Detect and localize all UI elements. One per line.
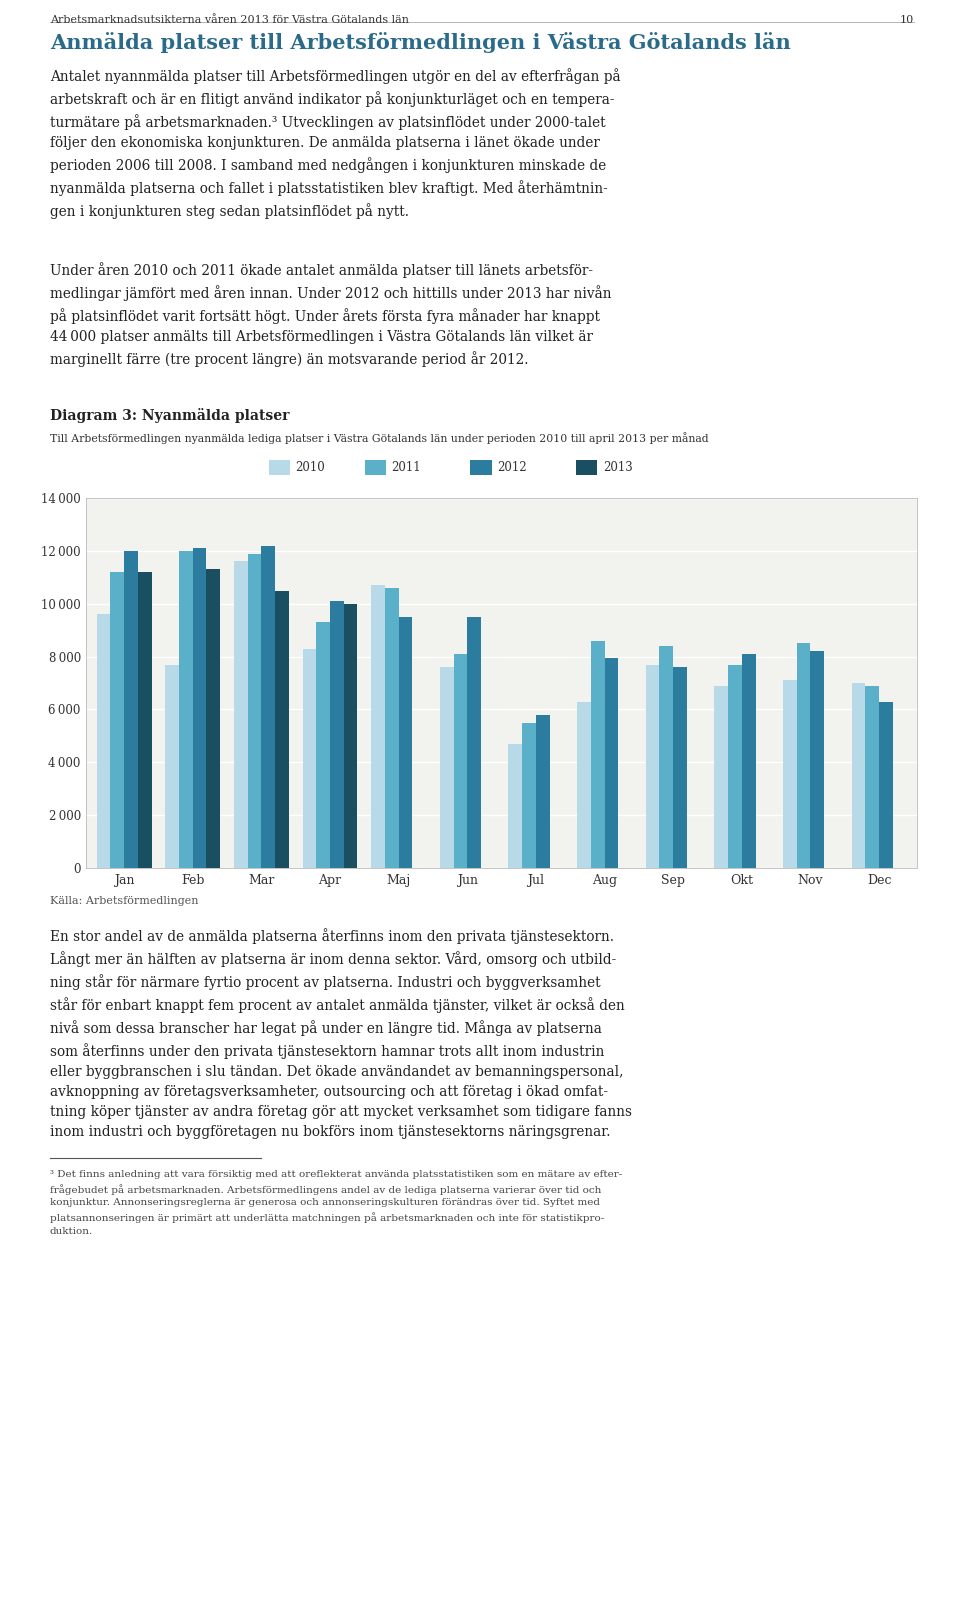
Text: En stor andel av de anmälda platserna återfinns inom den privata tjänstesektorn.: En stor andel av de anmälda platserna åt…	[50, 928, 632, 1139]
Text: ³ Det finns anledning att vara försiktig med att oreflekterat använda platsstati: ³ Det finns anledning att vara försiktig…	[50, 1170, 622, 1236]
Bar	[810, 651, 824, 868]
Bar	[728, 664, 742, 868]
Bar	[234, 561, 248, 868]
Bar	[248, 554, 261, 868]
Bar	[398, 617, 413, 868]
Text: Antalet nyannmälda platser till Arbetsförmedlingen utgör en del av efterfrågan p: Antalet nyannmälda platser till Arbetsfö…	[50, 68, 620, 218]
Text: Diagram 3: Nyanmälda platser: Diagram 3: Nyanmälda platser	[50, 407, 289, 423]
Bar	[124, 551, 138, 868]
Text: 2012: 2012	[497, 461, 527, 473]
Bar	[865, 685, 879, 868]
Text: 2011: 2011	[392, 461, 421, 473]
Bar	[165, 664, 180, 868]
Bar	[577, 701, 590, 868]
Bar	[440, 667, 453, 868]
Bar	[742, 654, 756, 868]
Text: Källa: Arbetsförmedlingen: Källa: Arbetsförmedlingen	[50, 895, 199, 907]
Bar	[852, 684, 865, 868]
Bar	[180, 551, 193, 868]
Bar	[330, 601, 344, 868]
Bar	[276, 590, 289, 868]
Text: 2013: 2013	[603, 461, 633, 473]
Text: Anmälda platser till Arbetsförmedlingen i Västra Götalands län: Anmälda platser till Arbetsförmedlingen …	[50, 32, 791, 53]
Text: Arbetsmarknadsutsikterna våren 2013 för Västra Götalands län: Arbetsmarknadsutsikterna våren 2013 för …	[50, 15, 409, 24]
Bar	[385, 588, 398, 868]
Bar	[536, 714, 550, 868]
Bar	[302, 648, 316, 868]
Bar	[522, 722, 536, 868]
Bar	[206, 569, 220, 868]
Bar	[193, 548, 206, 868]
Bar	[797, 643, 810, 868]
Bar	[468, 617, 481, 868]
Bar	[660, 646, 673, 868]
Bar	[138, 572, 152, 868]
Bar	[879, 701, 893, 868]
Bar	[372, 585, 385, 868]
Bar	[316, 622, 330, 868]
Bar	[646, 664, 660, 868]
Bar	[97, 614, 110, 868]
Text: 10: 10	[900, 15, 914, 24]
Text: Till Arbetsförmedlingen nyanmälda lediga platser i Västra Götalands län under pe: Till Arbetsförmedlingen nyanmälda lediga…	[50, 431, 708, 444]
Text: Under åren 2010 och 2011 ökade antalet anmälda platser till länets arbetsför-
me: Under åren 2010 och 2011 ökade antalet a…	[50, 262, 612, 367]
Bar	[673, 667, 687, 868]
Bar	[590, 640, 605, 868]
Bar	[453, 654, 468, 868]
Bar	[714, 685, 728, 868]
Bar	[605, 658, 618, 868]
Text: 2010: 2010	[296, 461, 325, 473]
Bar	[783, 680, 797, 868]
Bar	[110, 572, 124, 868]
Bar	[261, 546, 276, 868]
Bar	[509, 743, 522, 868]
Bar	[344, 604, 357, 868]
